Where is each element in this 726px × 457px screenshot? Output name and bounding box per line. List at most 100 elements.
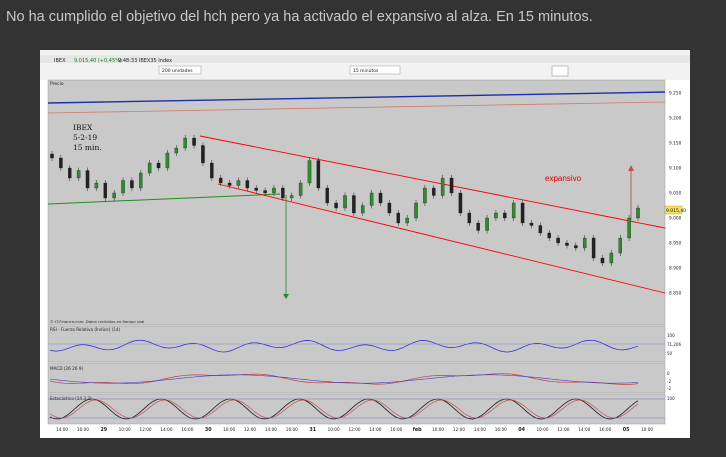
candle-body [68, 167, 72, 179]
candle-body [165, 152, 170, 169]
stoch-d-line [49, 399, 639, 419]
price-axis: 9.250 9.200 9.150 9.100 9.050 9.000 8.950 8.900… [669, 91, 682, 297]
candle-body [476, 222, 480, 231]
macd-line [49, 373, 639, 385]
current-price-label: 9.015,40 [666, 208, 686, 214]
candle-body [130, 180, 134, 189]
time-tick-label: 16:00 [77, 427, 89, 432]
rsi-line [49, 339, 639, 353]
price-tick-label: 9.250 [669, 91, 682, 97]
time-tick-label: 16:00 [286, 427, 298, 432]
candle-body [272, 187, 276, 194]
candle-body [556, 237, 560, 244]
macd-tick-label: 0 [667, 371, 670, 376]
candle-body [85, 170, 90, 189]
channel-lower-line [217, 183, 666, 294]
candle-body [636, 207, 640, 219]
price-tick-label: 8.850 [669, 291, 682, 297]
macd-tick-label: -2 [667, 386, 671, 391]
annotation-expansivo: expansivo [545, 174, 582, 183]
candle-body [423, 187, 427, 204]
candle-body [361, 205, 365, 214]
time-tick-label: 12:00 [557, 427, 569, 432]
candle-body [565, 242, 569, 246]
candle-body [316, 160, 321, 189]
chart-type-button[interactable] [551, 65, 569, 77]
red-ma-line [47, 101, 666, 114]
price-tick-label: 9.000 [669, 216, 682, 222]
macd-tick-label: -2 [667, 379, 671, 384]
rsi-panel-title: RSI - Fuerza Relativa (Índice) (14) [50, 327, 121, 332]
blue-trend-line [47, 91, 666, 104]
chart-svg: IBEX 9.015,40 (+0,45%) 9:48:33 IBEX35 In… [40, 50, 690, 433]
macd-panel [47, 362, 666, 394]
macd-signal-line [49, 374, 639, 384]
candle-body [343, 195, 347, 209]
time-tick-label: 10:00 [536, 427, 548, 432]
toolbar-bg [40, 50, 690, 80]
units-select-label: 200 unidades [162, 68, 193, 74]
time-tick-label: 14:00 [474, 427, 486, 432]
interval-select-label: 15 minutos [353, 68, 379, 74]
candle-body [50, 153, 54, 159]
candle-body [494, 212, 498, 219]
price-panel [47, 79, 666, 326]
time-tick-label: 16:00 [390, 427, 402, 432]
indicator-axis: 100 71,206 50 0 -2 -2 100 [667, 333, 681, 401]
candle-body [582, 237, 587, 249]
time-tick-label: 30 [205, 427, 212, 433]
candle-body [334, 202, 338, 209]
candle-body [218, 177, 223, 184]
rsi-tick-label: 50 [667, 351, 673, 356]
time-tick-label: 10:00 [119, 427, 131, 432]
candles-group [50, 135, 640, 266]
price-tick-label: 8.950 [669, 241, 682, 247]
rsi-tick-label: 100 [667, 333, 675, 338]
candle-body [387, 202, 392, 214]
price-tick-label: 9.150 [669, 141, 682, 147]
candle-body [618, 237, 622, 254]
candle-body [94, 182, 99, 189]
candle-body [352, 195, 356, 214]
price-tick-label: 9.200 [669, 116, 682, 122]
time-tick-label: 14:00 [578, 427, 590, 432]
time-tick-label: 10:00 [328, 427, 340, 432]
candle-body [600, 257, 605, 264]
time-tick-label: 12:00 [453, 427, 465, 432]
time-tick-label: 05 [623, 427, 630, 433]
chart-frame: IBEX 9.015,40 (+0,45%) 9:48:33 IBEX35 In… [40, 50, 690, 438]
candle-body [245, 180, 250, 189]
time-axis: 14:00 16:00 29 10:00 12:00 14:00 16:00 30 10:00 1… [56, 427, 653, 433]
stoch-tick-label: 100 [667, 396, 675, 401]
macd-panel-title: MACD (26 26 9) [50, 366, 84, 371]
time-tick-label: 12:00 [244, 427, 256, 432]
toolbar-symbol: IBEX [54, 58, 66, 64]
rsi-tick-label: 71,206 [667, 342, 681, 347]
stoch-panel-title: Estocástico (14 3 3) [50, 396, 92, 401]
interval-select[interactable] [349, 65, 401, 75]
candle-body [538, 225, 543, 234]
candle-body [396, 212, 401, 224]
annotation-date: 5-2-19 [73, 133, 97, 142]
candle-body [192, 137, 196, 146]
time-tick-label: 29 [100, 427, 107, 433]
time-tick-label: 10:00 [641, 427, 653, 432]
candle-body [503, 212, 507, 219]
toolbar-quote: 9.015,40 (+0,45%) [74, 58, 122, 64]
price-tick-label: 9.050 [669, 191, 682, 197]
candle-body [574, 245, 578, 249]
candle-body [591, 237, 596, 259]
candle-body [210, 162, 214, 179]
candle-body [432, 187, 436, 196]
time-tick-label: 10:00 [223, 427, 235, 432]
footer-note: © IT-Finance.com. Datos recibidos en tie… [50, 319, 145, 324]
candle-body [201, 145, 205, 164]
toolbar-row-1 [40, 55, 690, 63]
candle-body [520, 202, 525, 224]
units-select[interactable] [158, 65, 202, 75]
candle-body [183, 137, 187, 149]
candle-body [289, 195, 294, 199]
price-tick-label: 9.100 [669, 166, 682, 172]
time-tick-label: 12:00 [140, 427, 152, 432]
candle-body [112, 192, 116, 199]
